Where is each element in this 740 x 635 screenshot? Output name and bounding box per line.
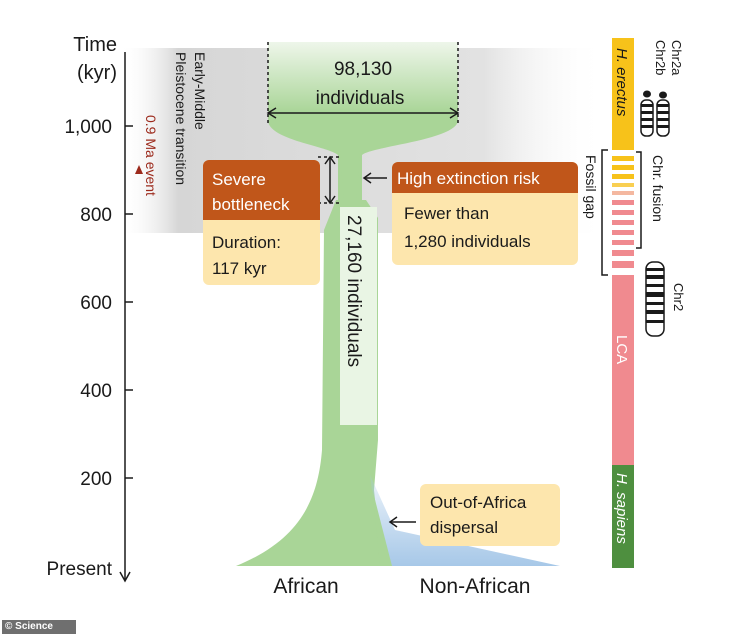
stem-label: 27,160 individuals xyxy=(343,215,364,367)
ancestral-individuals: individuals xyxy=(316,88,405,109)
tick-label: 800 xyxy=(80,205,112,226)
ancestral-population xyxy=(268,42,458,200)
lineage-bar xyxy=(612,38,634,568)
erectus-label: H. erectus xyxy=(613,48,630,117)
credit-label: © Science xyxy=(2,620,76,634)
chromosome-2a-icon xyxy=(656,91,670,137)
bottleneck-title-1: Severe xyxy=(212,170,266,189)
african-label: African xyxy=(273,575,338,598)
chr2b-label: Chr2b xyxy=(653,40,668,75)
width-arrow xyxy=(266,42,460,126)
bottleneck-title-2: bottleneck xyxy=(212,195,290,214)
event-marker-icon xyxy=(135,165,143,174)
tick-label: 600 xyxy=(80,293,112,314)
ancestral-count: 98,130 xyxy=(334,59,392,80)
chr2-label: Chr2 xyxy=(671,283,686,311)
dispersal-line-2: dispersal xyxy=(430,518,498,537)
sapiens-label: H. sapiens xyxy=(613,473,630,544)
fusion-label: Chr. fusion xyxy=(650,155,666,222)
transition-label-2: Pleistocene transition xyxy=(173,52,189,185)
fusion-bracket xyxy=(636,151,642,249)
duration-value: 117 kyr xyxy=(212,259,267,278)
risk-arrow xyxy=(362,172,387,184)
fossil-gap-label: Fossil gap xyxy=(583,155,599,219)
bottleneck-box: Severe bottleneck Duration: 117 kyr xyxy=(203,160,320,285)
axis-title-2: (kyr) xyxy=(77,62,117,84)
duration-label: Duration: xyxy=(212,233,281,252)
stem-label-box xyxy=(340,207,377,425)
dispersal-line-1: Out-of-Africa xyxy=(430,493,527,512)
chr2a-label: Chr2a xyxy=(669,40,684,76)
risk-line-1: Fewer than xyxy=(404,204,489,223)
non-african-population xyxy=(370,475,560,566)
dispersal-box xyxy=(420,484,560,546)
event-label: 0.9 Ma event xyxy=(143,115,159,196)
duration-arrow xyxy=(318,155,342,205)
lca-label: LCA xyxy=(613,335,630,364)
bottleneck-neck xyxy=(340,150,360,205)
fossil-gap-bracket xyxy=(601,149,608,276)
non-african-label: Non-African xyxy=(420,575,531,598)
axis-title-1: Time xyxy=(73,34,117,56)
time-axis xyxy=(119,52,133,583)
extinction-risk-box: High extinction risk Fewer than 1,280 in… xyxy=(392,162,578,265)
tick-label: 1,000 xyxy=(64,117,112,138)
chromosome-2-icon xyxy=(645,261,665,337)
transition-label-1: Early-Middle xyxy=(192,52,208,130)
tick-label: 400 xyxy=(80,381,112,402)
chromosome-2b-icon xyxy=(640,90,654,137)
risk-line-2: 1,280 individuals xyxy=(404,232,531,251)
dispersal-arrow xyxy=(388,516,416,528)
risk-title: High extinction risk xyxy=(397,169,540,188)
tick-label-present: Present xyxy=(47,559,113,580)
tick-label: 200 xyxy=(80,469,112,490)
